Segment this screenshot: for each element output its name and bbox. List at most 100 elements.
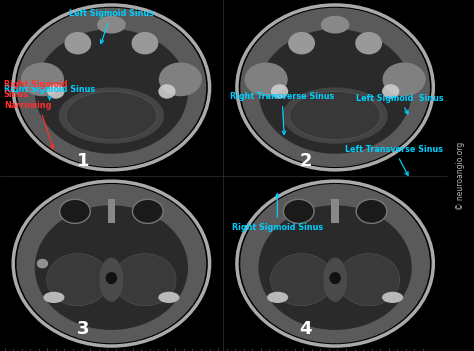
Point (74, 202, 82, 208)
Point (424, 280, 432, 285)
Point (153, 310, 160, 315)
Point (30, 300, 37, 305)
Point (185, 229, 193, 234)
Point (377, 262, 384, 267)
Point (324, 305, 331, 311)
Point (100, 208, 108, 213)
Point (406, 134, 413, 140)
Point (274, 140, 282, 146)
Point (420, 77, 428, 83)
Point (393, 213, 401, 218)
Point (139, 249, 146, 254)
Point (68, 295, 76, 301)
Point (29, 113, 36, 119)
Point (417, 270, 424, 276)
Point (63, 198, 71, 204)
Point (396, 244, 404, 249)
Point (129, 279, 137, 285)
Point (341, 63, 348, 69)
Point (399, 86, 407, 92)
Point (344, 327, 351, 332)
Point (266, 252, 273, 258)
Point (139, 324, 146, 329)
Point (258, 289, 265, 294)
Point (89, 154, 97, 160)
Point (186, 265, 194, 271)
Point (81, 99, 88, 105)
Point (186, 108, 194, 113)
Point (292, 55, 299, 60)
Point (61, 44, 69, 50)
Point (334, 268, 341, 273)
Point (55, 67, 62, 73)
Point (336, 242, 344, 248)
Point (342, 50, 350, 56)
Point (58, 122, 66, 127)
Point (377, 122, 385, 127)
Point (309, 188, 317, 194)
Point (326, 249, 334, 254)
Point (102, 191, 110, 197)
Point (80, 276, 87, 281)
Point (166, 232, 173, 238)
Point (326, 100, 334, 105)
Point (293, 46, 301, 51)
Point (151, 35, 159, 40)
Point (155, 69, 163, 75)
Point (101, 259, 109, 265)
Point (72, 258, 80, 264)
Point (110, 207, 118, 212)
Point (272, 55, 279, 60)
Point (419, 230, 427, 236)
Point (286, 313, 293, 319)
Point (272, 294, 280, 299)
Point (158, 236, 166, 241)
Point (329, 258, 337, 264)
Point (114, 186, 122, 192)
Point (246, 67, 254, 73)
Point (145, 133, 152, 138)
Point (150, 68, 157, 73)
Point (31, 73, 38, 79)
Point (80, 305, 88, 310)
Point (138, 15, 146, 20)
Point (41, 109, 49, 114)
Point (285, 94, 293, 100)
Point (296, 120, 303, 125)
Point (91, 214, 98, 220)
Point (266, 218, 274, 224)
Point (386, 300, 394, 305)
Point (310, 331, 318, 337)
Point (105, 337, 112, 343)
Point (297, 261, 305, 267)
Point (283, 125, 290, 130)
Point (378, 88, 385, 93)
Point (184, 244, 192, 249)
Point (401, 314, 409, 320)
Point (142, 100, 150, 105)
Point (59, 41, 67, 47)
Point (328, 312, 336, 318)
Point (91, 138, 99, 143)
Point (377, 28, 384, 34)
Point (178, 256, 185, 262)
Point (32, 64, 40, 69)
Point (119, 207, 127, 212)
Point (82, 334, 90, 340)
Point (321, 252, 328, 258)
Point (364, 139, 372, 144)
Point (45, 224, 53, 230)
Point (135, 131, 143, 136)
Point (388, 58, 395, 64)
Point (101, 11, 109, 16)
Point (149, 303, 157, 309)
Point (291, 310, 299, 316)
Bar (224, 176, 447, 351)
Point (381, 92, 389, 98)
Point (178, 288, 186, 294)
Point (169, 308, 177, 313)
Point (148, 104, 156, 110)
Point (161, 276, 168, 281)
Point (121, 296, 128, 302)
Point (154, 248, 161, 254)
